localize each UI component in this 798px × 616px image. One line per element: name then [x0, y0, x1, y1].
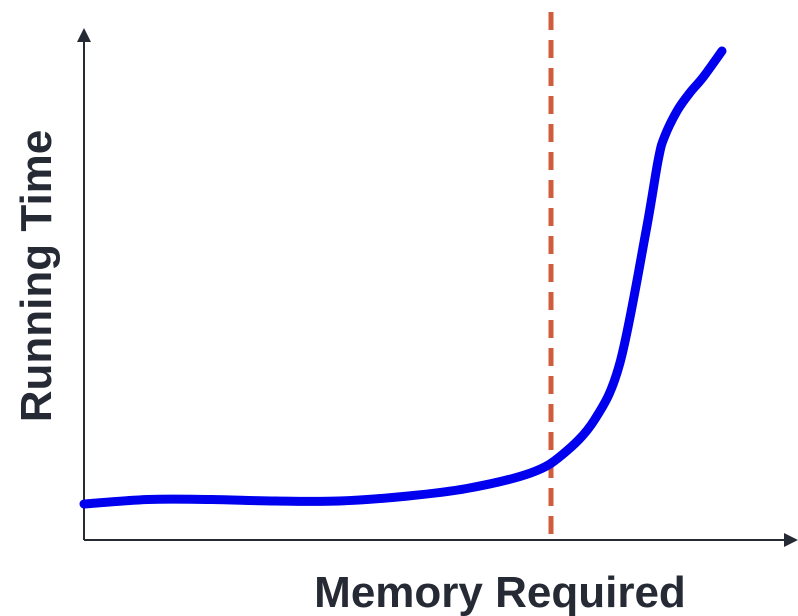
series-line: [79, 46, 727, 509]
x-axis-label: Memory Required: [314, 568, 686, 616]
y-axis-arrow-icon: [77, 28, 91, 42]
y-axis-label: Running Time: [12, 130, 61, 423]
x-axis-arrow-icon: [784, 533, 798, 547]
